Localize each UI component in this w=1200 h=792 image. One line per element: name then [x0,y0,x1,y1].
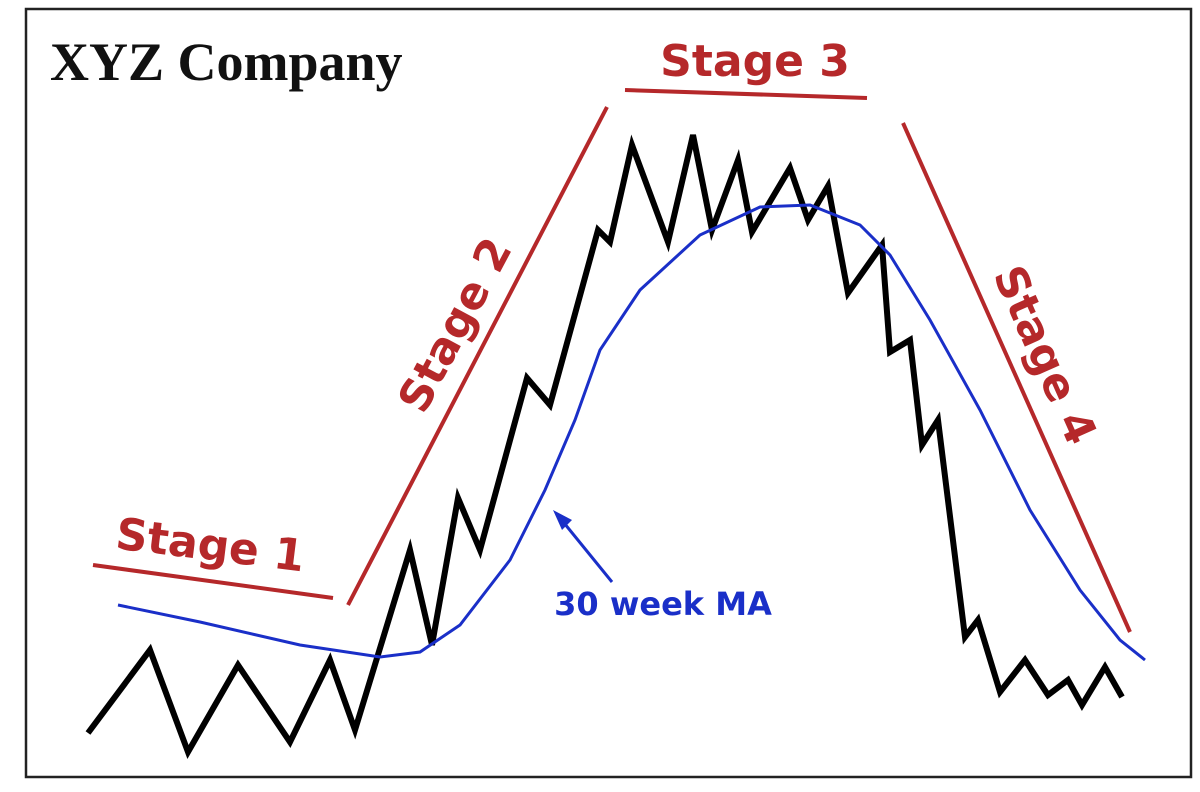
stage-line [624,88,868,100]
annotation: 30 week MA [554,585,772,623]
frame [24,7,1193,779]
stage-line [92,563,334,600]
stage-line [901,122,1132,633]
moving-average-line [117,203,1146,662]
stage-line [346,106,609,606]
annotation-arrow [558,517,614,583]
title: XYZ Company [50,32,403,92]
stage-lines [92,88,1132,633]
price-line [85,134,1125,760]
arrow-head [553,510,572,530]
stage-label: Stage 3 [660,36,850,87]
